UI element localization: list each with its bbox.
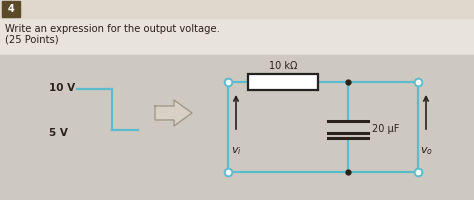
Text: 10 kΩ: 10 kΩ (269, 61, 297, 71)
Text: 10 V: 10 V (49, 83, 75, 93)
Text: 20 μF: 20 μF (372, 124, 400, 134)
Bar (248, 74, 318, 90)
Text: $v_i$: $v_i$ (231, 145, 241, 157)
Text: Write an expression for the output voltage.: Write an expression for the output volta… (5, 24, 220, 34)
Bar (0, 55, 474, 200)
Polygon shape (155, 100, 192, 126)
Bar (0, 0, 474, 18)
Text: 4: 4 (8, 4, 14, 14)
Text: (25 Points): (25 Points) (5, 35, 59, 45)
Text: 5 V: 5 V (49, 128, 68, 138)
Bar (2, 1, 20, 17)
Bar (0, 0, 474, 55)
Text: $v_o$: $v_o$ (419, 145, 432, 157)
